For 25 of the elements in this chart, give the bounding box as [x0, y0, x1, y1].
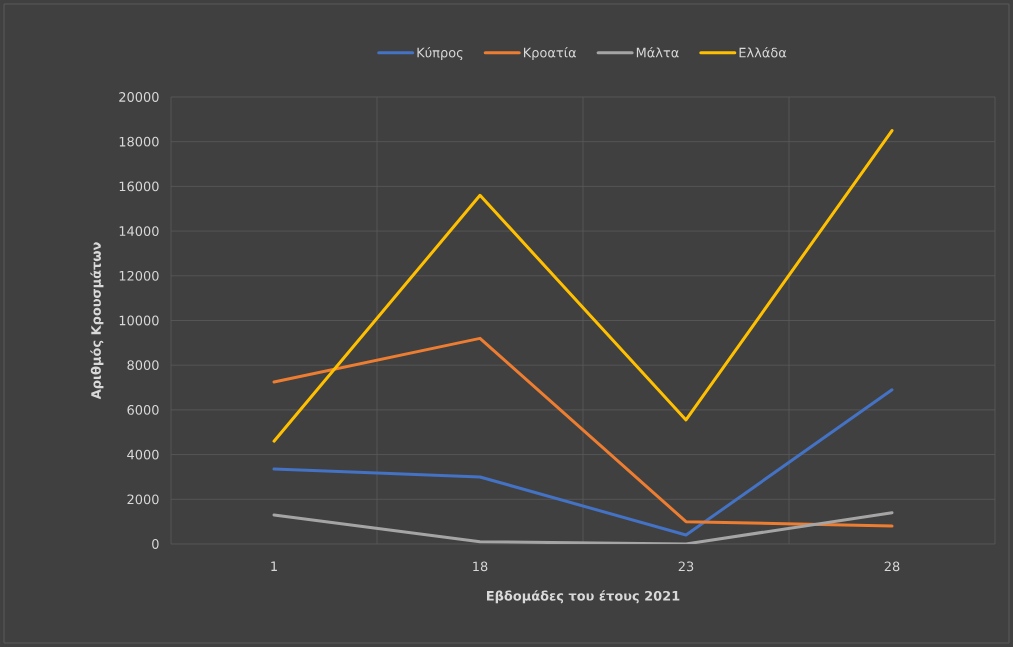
y-tick-label: 16000	[119, 181, 159, 192]
y-tick-label: 10000	[119, 315, 159, 326]
y-tick-label: 8000	[127, 360, 159, 371]
legend-label: Μάλτα	[636, 46, 679, 58]
y-tick-label: 12000	[119, 270, 159, 281]
x-tick-label: 1	[271, 561, 277, 571]
x-axis-title: Εβδομάδες του έτους 2021	[486, 590, 680, 604]
x-tick-label: 23	[678, 561, 694, 572]
line-series	[272, 511, 894, 544]
line-series	[272, 129, 894, 443]
y-tick-label: 0	[152, 539, 159, 549]
legend-label: Κύπρος	[417, 46, 463, 61]
y-axis-title: Αριθμός Κρουσμάτων	[90, 242, 104, 400]
y-tick-label: 20000	[119, 92, 159, 102]
x-tick-label: 18	[473, 561, 488, 572]
line-series	[272, 388, 894, 537]
y-tick-label: 18000	[119, 136, 159, 147]
y-tick-label: 4000	[127, 449, 159, 460]
legend-label: Κροατία	[523, 46, 576, 60]
line-series	[272, 336, 894, 528]
x-tick-label: 28	[884, 561, 900, 572]
y-tick-label: 6000	[127, 404, 159, 415]
y-tick-label: 2000	[127, 494, 159, 505]
y-tick-label: 14000	[119, 226, 159, 236]
legend-label: Ελλάδα	[739, 46, 787, 58]
